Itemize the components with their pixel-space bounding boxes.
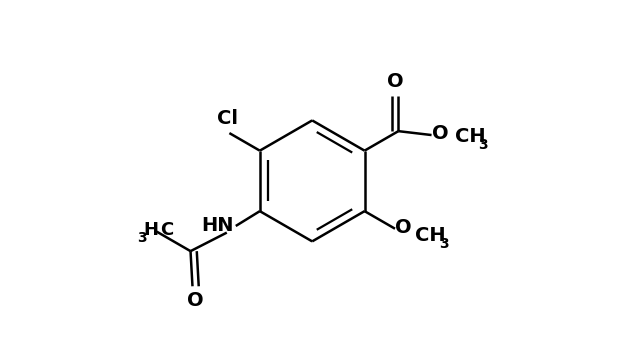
Text: C: C [160,221,173,239]
Text: 3: 3 [138,231,147,245]
Text: 3: 3 [438,236,449,251]
Text: O: O [387,72,404,91]
Text: O: O [431,124,448,143]
Text: O: O [188,291,204,310]
Text: 3: 3 [478,138,488,152]
Text: CH: CH [415,226,446,245]
Text: O: O [396,218,412,238]
Text: HN: HN [202,217,234,235]
Text: CH: CH [455,127,486,146]
Text: H: H [144,221,159,239]
Text: Cl: Cl [217,109,238,129]
